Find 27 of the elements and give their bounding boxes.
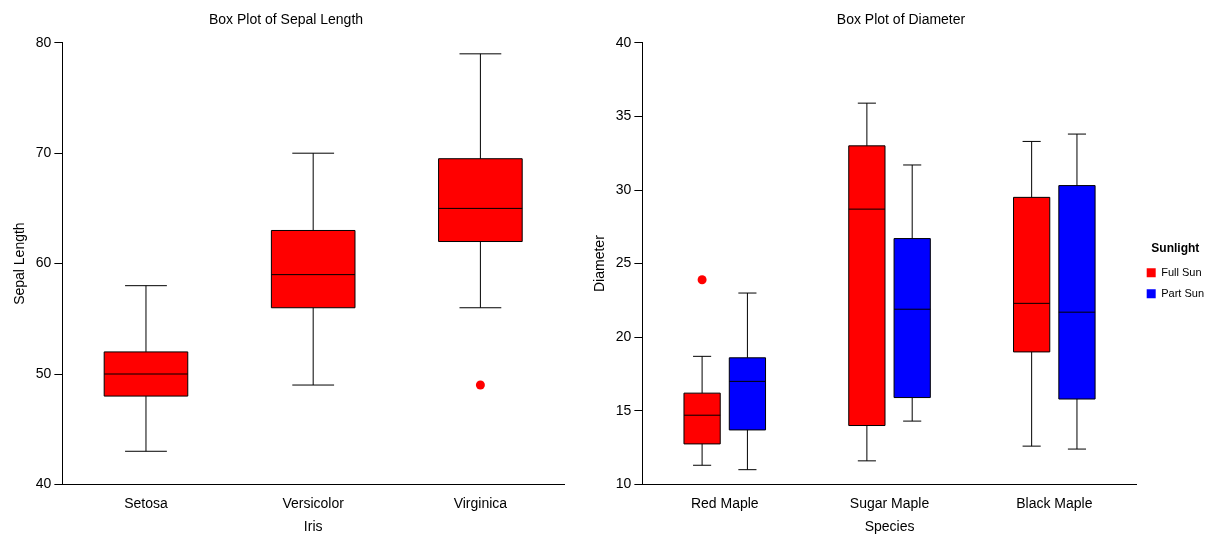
- x-tick-label: Versicolor: [282, 494, 345, 511]
- y-axis-title: Sepal Length: [11, 222, 28, 305]
- x-tick-label: Red Maple: [690, 494, 759, 511]
- y-axis-title: Diameter: [591, 234, 608, 292]
- x-axis-title: Iris: [303, 518, 323, 535]
- y-tick-label: 80: [35, 33, 52, 50]
- legend-title: Sunlight: [1151, 241, 1200, 256]
- y-tick-label: 10: [615, 475, 632, 492]
- y-tick-label: 35: [615, 107, 632, 124]
- y-tick-label: 70: [35, 144, 52, 161]
- x-tick-label: Black Maple: [1016, 494, 1093, 511]
- y-tick-label: 30: [615, 180, 632, 197]
- chart-title: Box Plot of Diameter: [836, 11, 966, 28]
- y-tick-label: 50: [35, 364, 52, 381]
- y-tick-label: 25: [615, 254, 632, 271]
- legend-label: Part Sun: [1161, 286, 1205, 299]
- y-tick-label: 40: [35, 475, 52, 492]
- legend-label: Full Sun: [1161, 265, 1202, 278]
- x-axis-title: Species: [864, 518, 915, 535]
- x-tick-label: Virginica: [453, 494, 508, 511]
- x-tick-label: Sugar Maple: [849, 494, 930, 511]
- y-tick-label: 15: [615, 401, 632, 418]
- y-tick-label: 60: [35, 254, 52, 271]
- x-tick-label: Setosa: [124, 494, 168, 511]
- y-tick-label: 20: [615, 328, 632, 345]
- y-tick-label: 40: [615, 33, 632, 50]
- chart-title: Box Plot of Sepal Length: [208, 11, 364, 28]
